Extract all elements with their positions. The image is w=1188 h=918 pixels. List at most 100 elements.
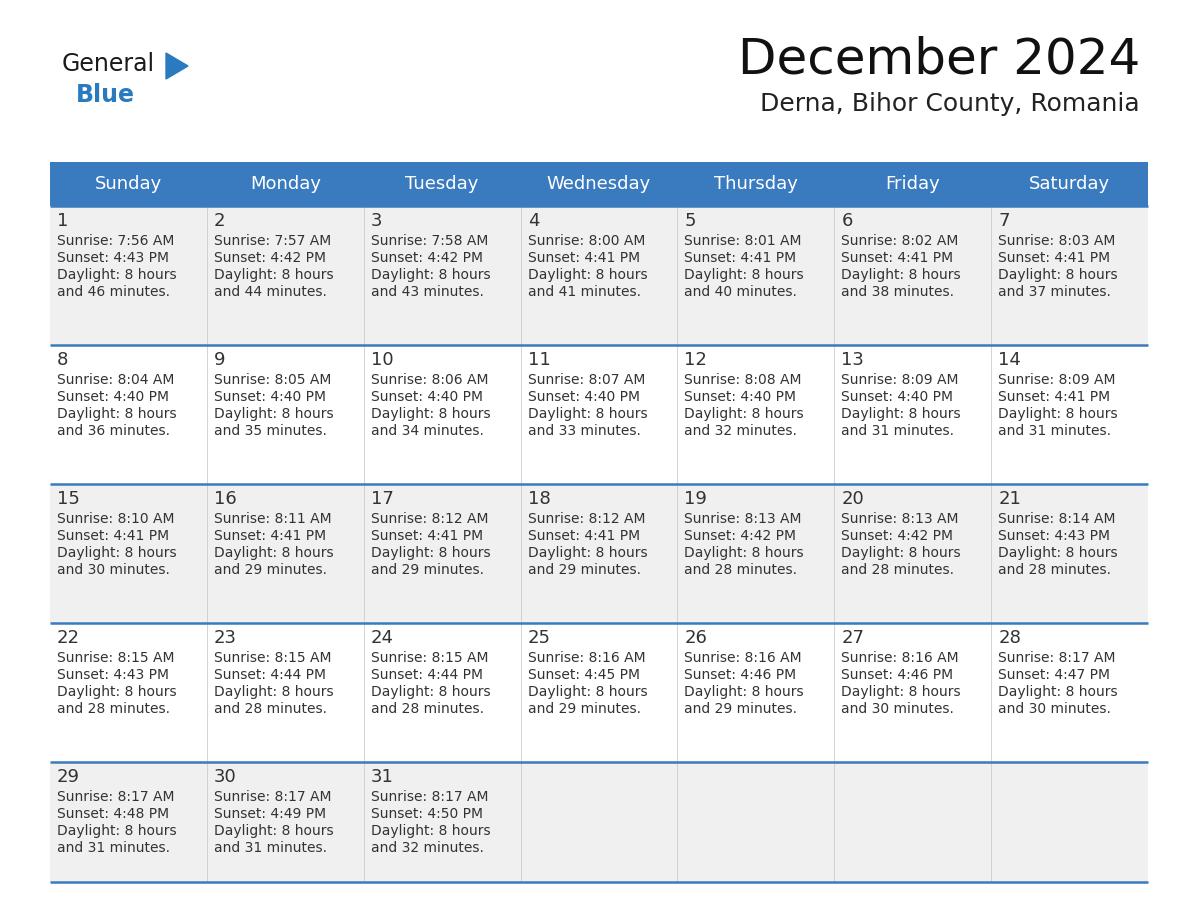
- Text: and 38 minutes.: and 38 minutes.: [841, 285, 954, 299]
- Text: 19: 19: [684, 490, 707, 508]
- Text: Sunday: Sunday: [95, 175, 162, 193]
- Text: Daylight: 8 hours: Daylight: 8 hours: [57, 824, 177, 838]
- Text: Sunset: 4:42 PM: Sunset: 4:42 PM: [684, 529, 796, 543]
- Text: Sunset: 4:40 PM: Sunset: 4:40 PM: [57, 390, 169, 404]
- Text: 10: 10: [371, 351, 393, 369]
- Text: and 28 minutes.: and 28 minutes.: [841, 563, 954, 577]
- Text: Sunrise: 8:04 AM: Sunrise: 8:04 AM: [57, 373, 175, 387]
- Bar: [50, 206, 1148, 345]
- Text: Daylight: 8 hours: Daylight: 8 hours: [214, 685, 334, 699]
- Text: Sunset: 4:41 PM: Sunset: 4:41 PM: [371, 529, 482, 543]
- Text: Sunset: 4:49 PM: Sunset: 4:49 PM: [214, 807, 326, 821]
- Text: Daylight: 8 hours: Daylight: 8 hours: [684, 546, 804, 560]
- Text: 15: 15: [57, 490, 80, 508]
- Text: 31: 31: [371, 768, 393, 786]
- Text: Wednesday: Wednesday: [546, 175, 651, 193]
- Text: Sunset: 4:41 PM: Sunset: 4:41 PM: [998, 390, 1111, 404]
- Text: Daylight: 8 hours: Daylight: 8 hours: [998, 407, 1118, 421]
- Text: and 31 minutes.: and 31 minutes.: [841, 424, 954, 438]
- Text: and 29 minutes.: and 29 minutes.: [684, 702, 797, 716]
- Text: Sunset: 4:45 PM: Sunset: 4:45 PM: [527, 668, 639, 682]
- Text: and 30 minutes.: and 30 minutes.: [57, 563, 170, 577]
- Text: Daylight: 8 hours: Daylight: 8 hours: [841, 685, 961, 699]
- Text: Sunrise: 8:09 AM: Sunrise: 8:09 AM: [841, 373, 959, 387]
- Text: Sunset: 4:42 PM: Sunset: 4:42 PM: [214, 251, 326, 265]
- Text: 30: 30: [214, 768, 236, 786]
- Text: Sunrise: 8:16 AM: Sunrise: 8:16 AM: [841, 651, 959, 665]
- Text: Sunset: 4:40 PM: Sunset: 4:40 PM: [841, 390, 953, 404]
- Text: Daylight: 8 hours: Daylight: 8 hours: [998, 685, 1118, 699]
- Text: General: General: [62, 52, 156, 76]
- Text: Daylight: 8 hours: Daylight: 8 hours: [214, 824, 334, 838]
- Text: Sunrise: 8:15 AM: Sunrise: 8:15 AM: [371, 651, 488, 665]
- Text: Daylight: 8 hours: Daylight: 8 hours: [998, 546, 1118, 560]
- Text: Sunset: 4:40 PM: Sunset: 4:40 PM: [371, 390, 482, 404]
- Text: Daylight: 8 hours: Daylight: 8 hours: [371, 546, 491, 560]
- Text: Sunrise: 8:05 AM: Sunrise: 8:05 AM: [214, 373, 331, 387]
- Text: Tuesday: Tuesday: [405, 175, 479, 193]
- Text: Daylight: 8 hours: Daylight: 8 hours: [841, 546, 961, 560]
- Text: Daylight: 8 hours: Daylight: 8 hours: [684, 268, 804, 282]
- Text: and 30 minutes.: and 30 minutes.: [841, 702, 954, 716]
- Text: Sunrise: 8:13 AM: Sunrise: 8:13 AM: [684, 512, 802, 526]
- Text: Sunrise: 8:10 AM: Sunrise: 8:10 AM: [57, 512, 175, 526]
- Text: Sunrise: 8:14 AM: Sunrise: 8:14 AM: [998, 512, 1116, 526]
- Text: Sunset: 4:43 PM: Sunset: 4:43 PM: [57, 251, 169, 265]
- Text: Daylight: 8 hours: Daylight: 8 hours: [998, 268, 1118, 282]
- Text: and 44 minutes.: and 44 minutes.: [214, 285, 327, 299]
- Text: Sunrise: 8:08 AM: Sunrise: 8:08 AM: [684, 373, 802, 387]
- Text: 23: 23: [214, 629, 236, 647]
- Text: and 29 minutes.: and 29 minutes.: [527, 702, 640, 716]
- Text: and 29 minutes.: and 29 minutes.: [527, 563, 640, 577]
- Text: 14: 14: [998, 351, 1020, 369]
- Text: Sunset: 4:48 PM: Sunset: 4:48 PM: [57, 807, 169, 821]
- Text: Sunrise: 8:17 AM: Sunrise: 8:17 AM: [998, 651, 1116, 665]
- Text: Daylight: 8 hours: Daylight: 8 hours: [527, 268, 647, 282]
- Text: and 46 minutes.: and 46 minutes.: [57, 285, 170, 299]
- Text: Daylight: 8 hours: Daylight: 8 hours: [527, 546, 647, 560]
- Text: Sunset: 4:46 PM: Sunset: 4:46 PM: [684, 668, 796, 682]
- Text: Sunrise: 8:13 AM: Sunrise: 8:13 AM: [841, 512, 959, 526]
- Text: 2: 2: [214, 212, 226, 230]
- Text: Sunset: 4:41 PM: Sunset: 4:41 PM: [998, 251, 1111, 265]
- Text: Sunrise: 8:15 AM: Sunrise: 8:15 AM: [57, 651, 175, 665]
- Text: Sunrise: 8:17 AM: Sunrise: 8:17 AM: [214, 790, 331, 804]
- Text: and 31 minutes.: and 31 minutes.: [998, 424, 1111, 438]
- Text: Sunset: 4:41 PM: Sunset: 4:41 PM: [527, 251, 639, 265]
- Text: Sunrise: 8:03 AM: Sunrise: 8:03 AM: [998, 234, 1116, 248]
- Text: 11: 11: [527, 351, 550, 369]
- Text: Sunrise: 8:12 AM: Sunrise: 8:12 AM: [527, 512, 645, 526]
- Text: 9: 9: [214, 351, 226, 369]
- Text: and 28 minutes.: and 28 minutes.: [684, 563, 797, 577]
- Text: 29: 29: [57, 768, 80, 786]
- Text: Sunset: 4:43 PM: Sunset: 4:43 PM: [57, 668, 169, 682]
- Text: Daylight: 8 hours: Daylight: 8 hours: [57, 407, 177, 421]
- Text: 27: 27: [841, 629, 865, 647]
- Text: and 32 minutes.: and 32 minutes.: [371, 841, 484, 855]
- Text: 5: 5: [684, 212, 696, 230]
- Text: 28: 28: [998, 629, 1020, 647]
- Bar: [50, 484, 1148, 623]
- Text: and 28 minutes.: and 28 minutes.: [998, 563, 1111, 577]
- Text: Sunrise: 8:12 AM: Sunrise: 8:12 AM: [371, 512, 488, 526]
- Text: Sunrise: 8:01 AM: Sunrise: 8:01 AM: [684, 234, 802, 248]
- Text: Blue: Blue: [76, 83, 135, 107]
- Polygon shape: [166, 53, 188, 79]
- Text: and 34 minutes.: and 34 minutes.: [371, 424, 484, 438]
- Text: Daylight: 8 hours: Daylight: 8 hours: [527, 407, 647, 421]
- Text: 24: 24: [371, 629, 393, 647]
- Text: Sunrise: 8:17 AM: Sunrise: 8:17 AM: [371, 790, 488, 804]
- Text: Daylight: 8 hours: Daylight: 8 hours: [214, 268, 334, 282]
- Text: Derna, Bihor County, Romania: Derna, Bihor County, Romania: [760, 92, 1140, 116]
- Text: and 37 minutes.: and 37 minutes.: [998, 285, 1111, 299]
- Text: and 41 minutes.: and 41 minutes.: [527, 285, 640, 299]
- Text: 21: 21: [998, 490, 1020, 508]
- Text: 13: 13: [841, 351, 864, 369]
- Text: and 35 minutes.: and 35 minutes.: [214, 424, 327, 438]
- Text: and 36 minutes.: and 36 minutes.: [57, 424, 170, 438]
- Text: Daylight: 8 hours: Daylight: 8 hours: [371, 268, 491, 282]
- Text: Sunrise: 8:02 AM: Sunrise: 8:02 AM: [841, 234, 959, 248]
- Text: Daylight: 8 hours: Daylight: 8 hours: [57, 268, 177, 282]
- Text: and 28 minutes.: and 28 minutes.: [371, 702, 484, 716]
- Text: Sunset: 4:41 PM: Sunset: 4:41 PM: [57, 529, 169, 543]
